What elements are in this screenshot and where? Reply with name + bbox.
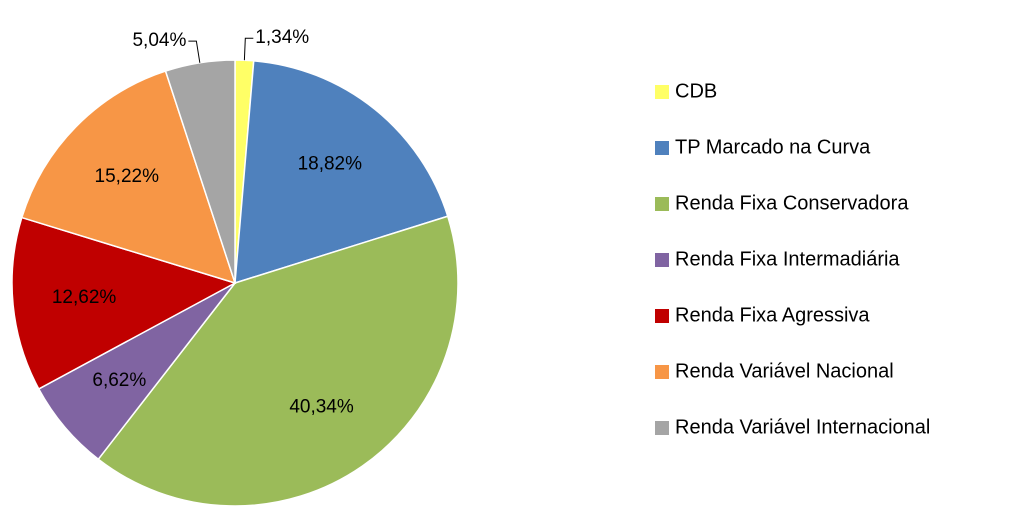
data-label: 40,34% [289,397,354,418]
data-label: 1,34% [255,27,309,48]
legend-label: Renda Fixa Agressiva [675,304,870,326]
legend-label: Renda Variável Nacional [675,360,894,382]
legend-label: Renda Variável Internacional [675,416,930,438]
legend-label: CDB [675,80,717,102]
legend-swatch [655,309,669,323]
legend-swatch [655,253,669,267]
leader-line [188,40,201,63]
pie-slice [97,215,459,507]
legend-label: Renda Fixa Intermadiária [675,248,900,270]
legend-label: TP Marcado na Curva [675,136,871,158]
legend-swatch [655,365,669,379]
data-label: 12,62% [52,287,117,308]
legend-swatch [655,421,669,435]
data-label: 6,62% [92,370,146,391]
data-label: 15,22% [95,166,160,187]
pie-slice [20,70,237,285]
legend-swatch [655,197,669,211]
leader-line [243,37,254,61]
legend-swatch [655,85,669,99]
pie-slice [11,216,237,390]
data-label: 18,82% [298,154,363,175]
legend-swatch [655,141,669,155]
legend-label: Renda Fixa Conservadora [675,192,909,214]
pie-slice [234,59,449,285]
data-label: 5,04% [132,30,186,51]
